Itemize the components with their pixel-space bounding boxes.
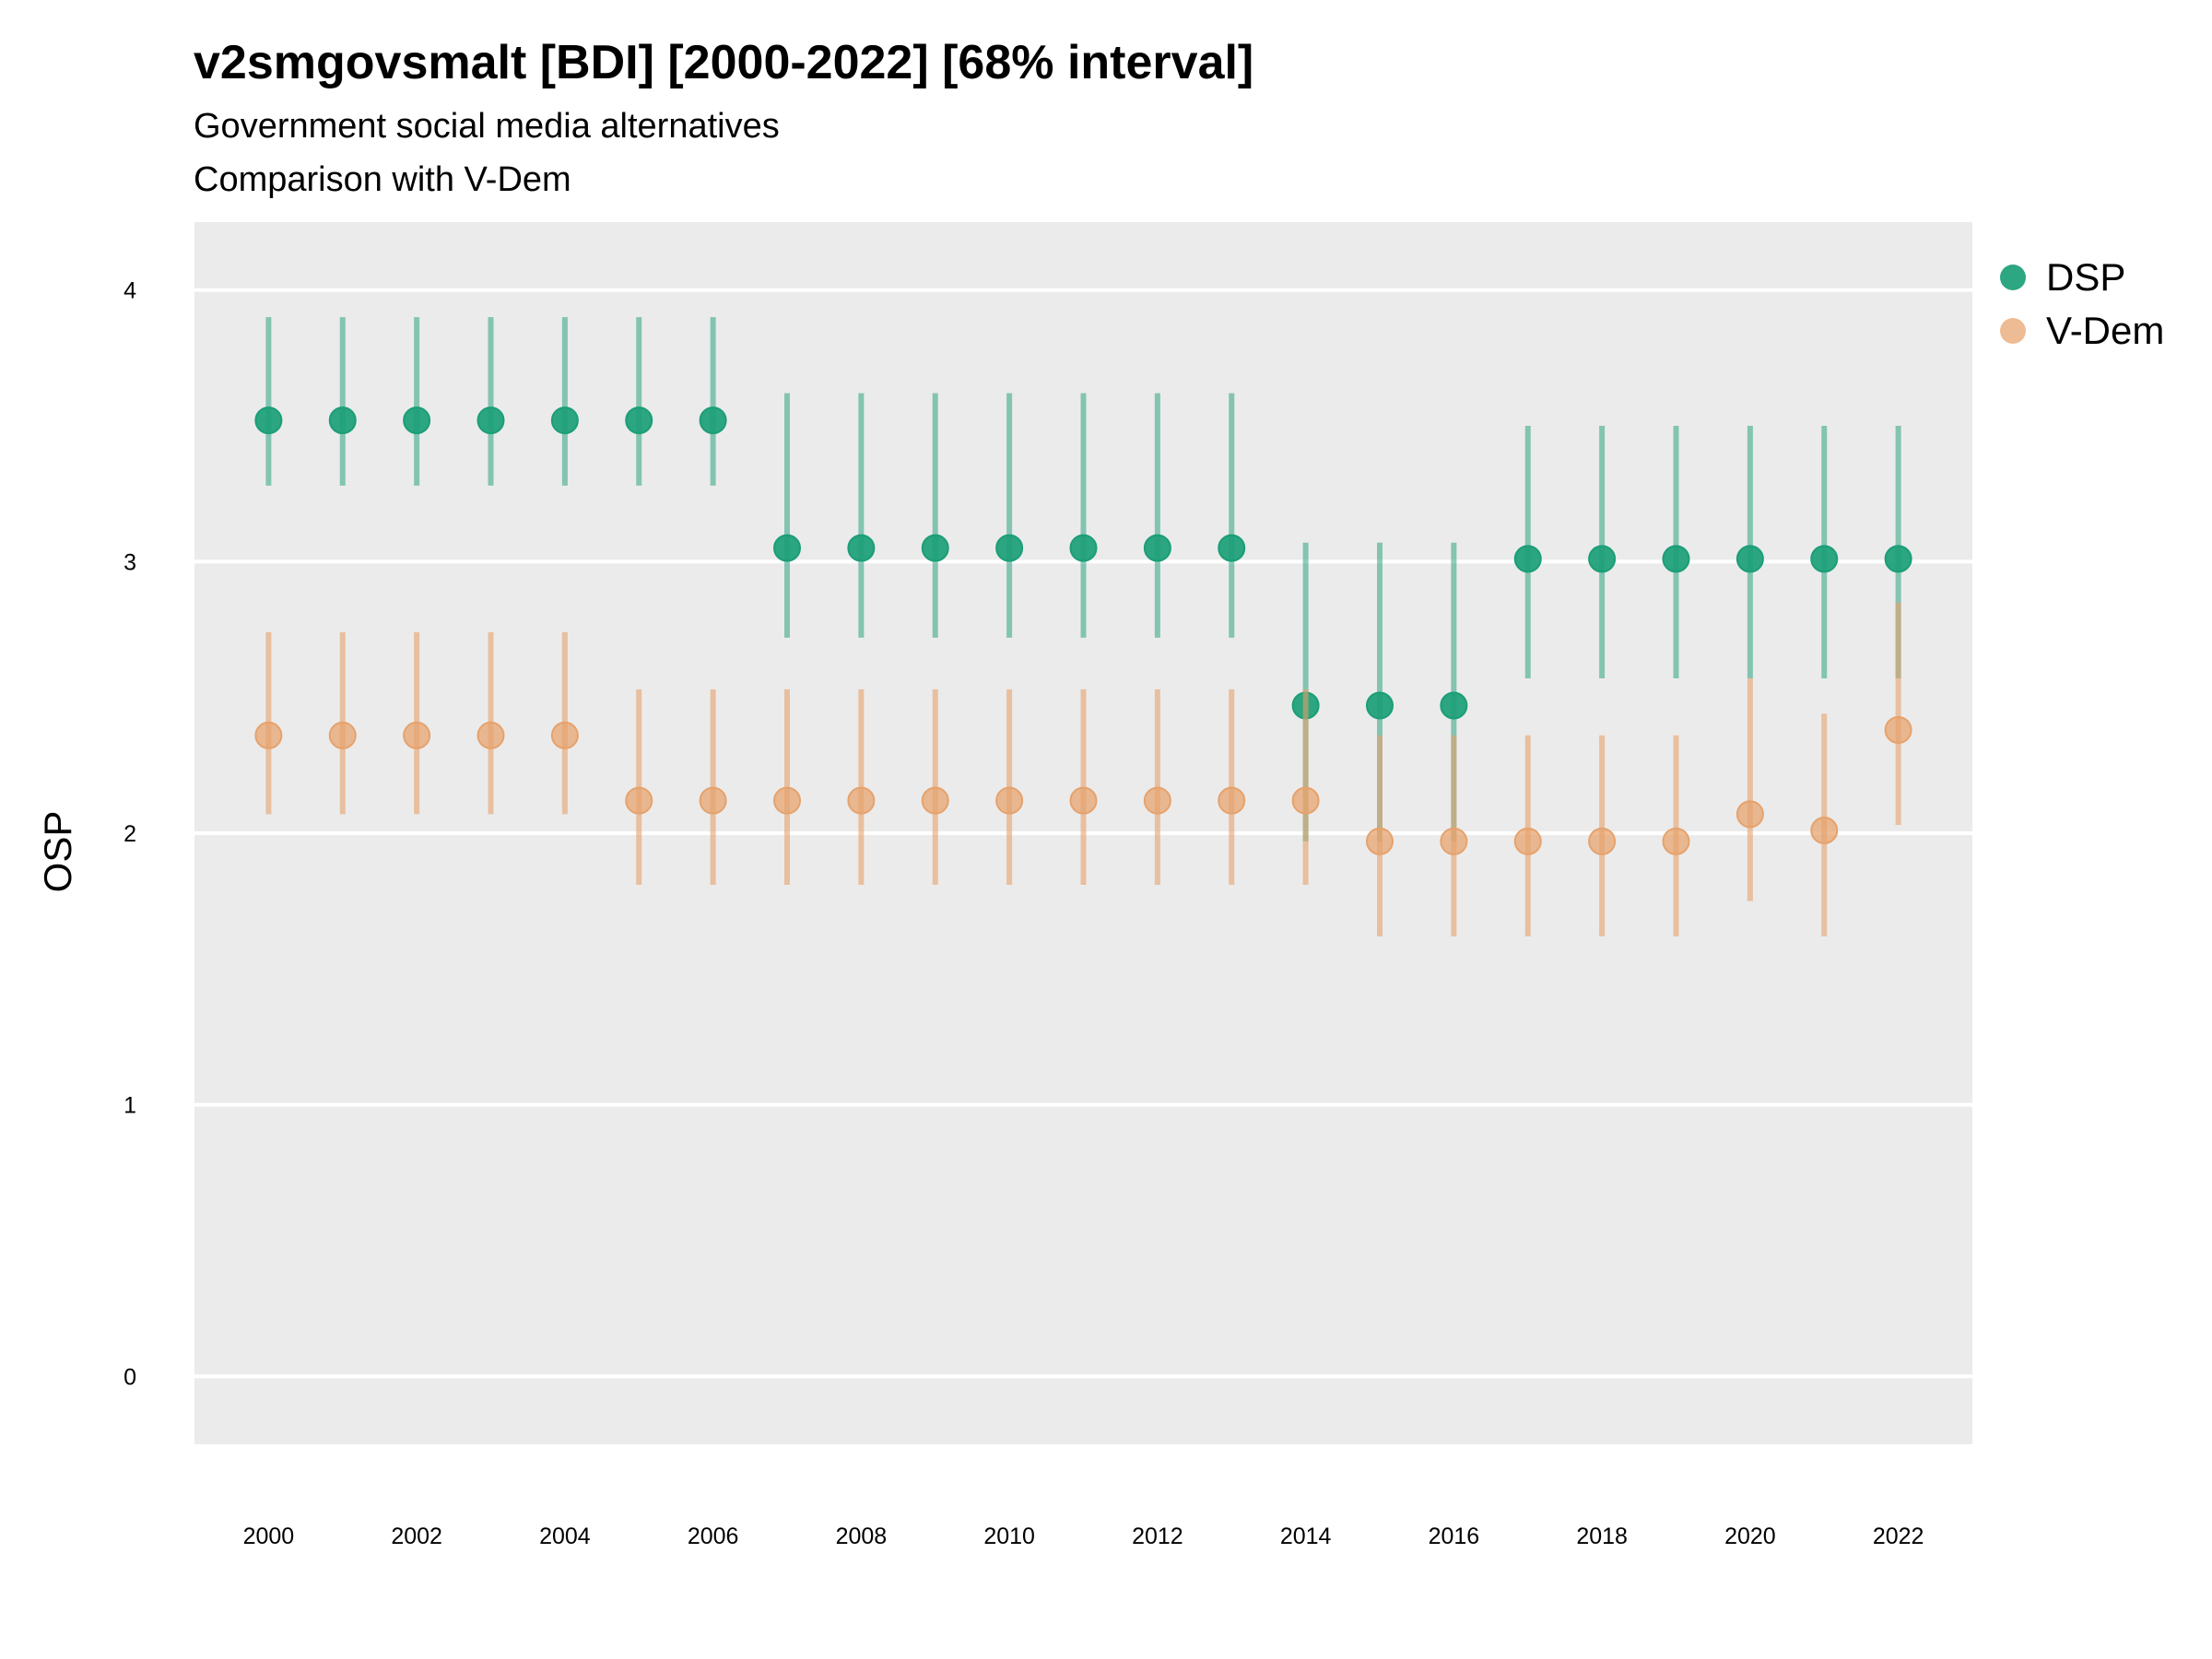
vdem-point-2011 — [1069, 786, 1098, 815]
legend-item-dsp: DSP — [2000, 251, 2164, 304]
dsp-point-2011 — [1069, 534, 1098, 562]
dsp-point-2002 — [403, 406, 431, 435]
vdem-point-2001 — [328, 721, 357, 749]
dsp-point-2022 — [1884, 545, 1912, 573]
x-tick-label-2020: 2020 — [1724, 1524, 1776, 1549]
dsp-point-2020 — [1735, 545, 1764, 573]
x-tick-labels: 2000 2002 2004 2006 2008 2010 2012 2014 2016 2018… — [243, 1524, 1924, 1549]
x-tick-label-2008: 2008 — [836, 1524, 888, 1549]
vdem-point-2016 — [1440, 827, 1468, 855]
data-series — [254, 317, 1912, 936]
vdem-point-2018 — [1588, 827, 1617, 855]
dsp-point-2009 — [921, 534, 949, 562]
dsp-point-2017 — [1513, 545, 1542, 573]
x-tick-label-2000: 2000 — [243, 1524, 295, 1549]
legend-item-vdem: V-Dem — [2000, 304, 2164, 358]
vdem-point-2014 — [1291, 786, 1320, 815]
x-tick-label-2004: 2004 — [539, 1524, 591, 1549]
series-dsp — [254, 317, 1912, 841]
vdem-point-2009 — [921, 786, 949, 815]
dsp-point-2015 — [1366, 691, 1394, 720]
vdem-point-2021 — [1810, 817, 1839, 845]
y-tick-label-0: 0 — [124, 1364, 136, 1390]
y-tick-label-1: 1 — [124, 1093, 136, 1119]
vdem-point-2007 — [773, 786, 801, 815]
vdem-point-2019 — [1662, 827, 1690, 855]
dsp-point-2010 — [995, 534, 1024, 562]
y-tick-label-4: 4 — [124, 278, 136, 304]
chart-subtitle-line-1: Government social media alternatives — [194, 107, 780, 146]
x-tick-label-2010: 2010 — [983, 1524, 1035, 1549]
y-tick-labels: 0 1 2 3 4 — [124, 278, 136, 1391]
dsp-point-2012 — [1143, 534, 1171, 562]
vdem-point-2003 — [477, 721, 505, 749]
dsp-point-2003 — [477, 406, 505, 435]
dsp-point-2019 — [1662, 545, 1690, 573]
vdem-point-2020 — [1735, 800, 1764, 829]
dsp-point-2004 — [550, 406, 579, 435]
chart-subtitle-line-2: Comparison with V-Dem — [194, 160, 571, 199]
vdem-point-2004 — [550, 721, 579, 749]
dsp-point-2016 — [1440, 691, 1468, 720]
legend-vdem-marker — [2000, 318, 2026, 344]
y-tick-label-3: 3 — [124, 549, 136, 575]
vdem-point-2000 — [254, 721, 283, 749]
y-tick-label-2: 2 — [124, 821, 136, 847]
legend: DSP V-Dem — [2000, 251, 2164, 358]
dsp-point-2001 — [328, 406, 357, 435]
vdem-point-2002 — [403, 721, 431, 749]
legend-label-dsp: DSP — [2046, 255, 2126, 299]
legend-dsp-marker — [2000, 265, 2026, 290]
vdem-point-2013 — [1218, 786, 1246, 815]
x-tick-label-2016: 2016 — [1429, 1524, 1480, 1549]
x-tick-label-2022: 2022 — [1873, 1524, 1924, 1549]
x-tick-label-2014: 2014 — [1280, 1524, 1332, 1549]
dsp-point-2018 — [1588, 545, 1617, 573]
x-tick-label-2006: 2006 — [688, 1524, 739, 1549]
vdem-point-2008 — [847, 786, 876, 815]
vdem-point-2012 — [1143, 786, 1171, 815]
dsp-point-2013 — [1218, 534, 1246, 562]
dsp-point-2005 — [625, 406, 653, 435]
y-axis-title: OSP — [36, 811, 79, 893]
legend-label-vdem: V-Dem — [2046, 309, 2165, 352]
x-tick-label-2018: 2018 — [1576, 1524, 1628, 1549]
dsp-point-2000 — [254, 406, 283, 435]
dsp-point-2006 — [699, 406, 727, 435]
x-tick-label-2012: 2012 — [1132, 1524, 1183, 1549]
chart-title: v2smgovsmalt [BDI] [2000-2022] [68% inte… — [194, 36, 1254, 89]
vdem-point-2015 — [1366, 827, 1394, 855]
dsp-point-2008 — [847, 534, 876, 562]
vdem-point-2006 — [699, 786, 727, 815]
vdem-point-2017 — [1513, 827, 1542, 855]
vdem-point-2010 — [995, 786, 1024, 815]
vdem-point-2022 — [1884, 716, 1912, 745]
vdem-point-2005 — [625, 786, 653, 815]
series-vdem — [254, 602, 1912, 936]
dsp-point-2007 — [773, 534, 801, 562]
dsp-point-2021 — [1810, 545, 1839, 573]
x-tick-label-2002: 2002 — [391, 1524, 442, 1549]
